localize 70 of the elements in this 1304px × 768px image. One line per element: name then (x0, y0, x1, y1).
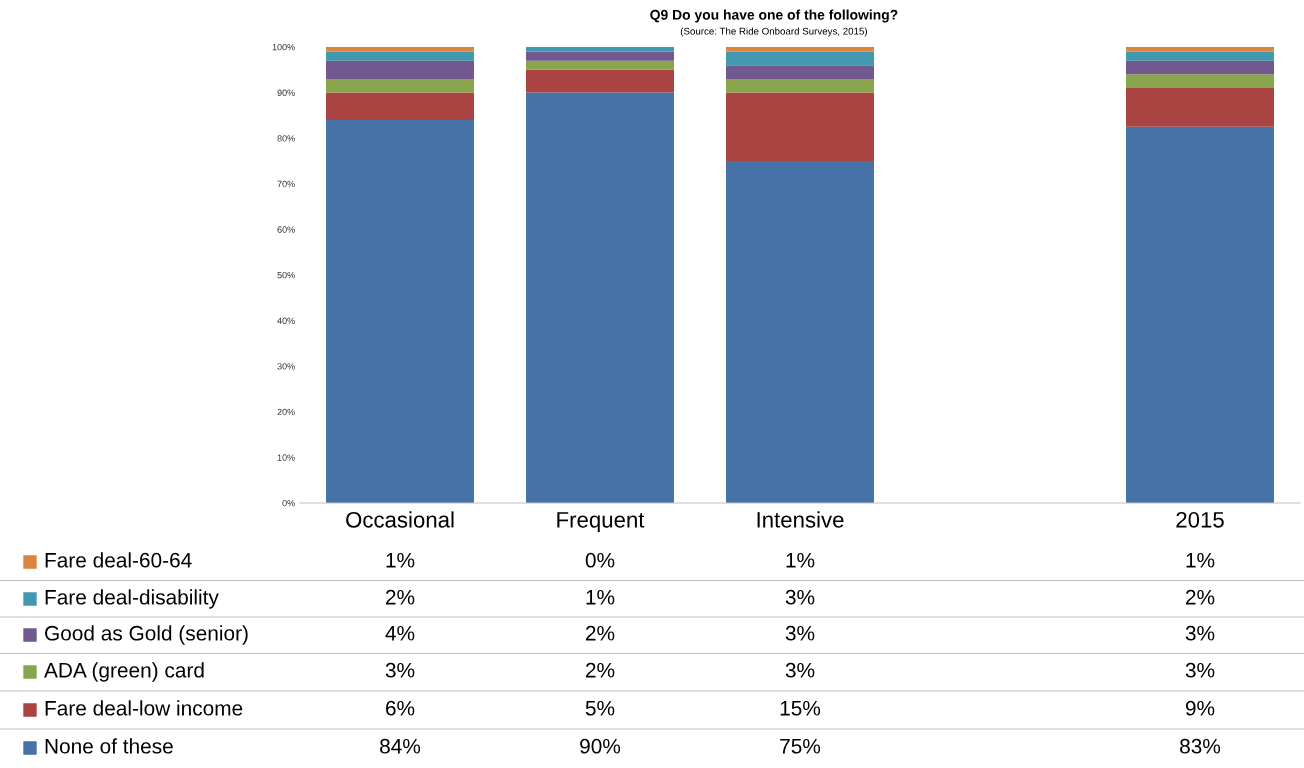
data-label: 0% (585, 552, 615, 568)
bar (726, 65, 874, 79)
data-label: 15% (780, 700, 821, 716)
data-label: 2% (385, 589, 415, 605)
y-tick-label: 50% (277, 271, 295, 279)
bar (726, 78, 874, 93)
y-tick-label: 0% (282, 499, 295, 507)
y-tick-label: 40% (277, 317, 295, 324)
bar (526, 47, 674, 52)
legend-label: Good as Gold (senior) (45, 625, 248, 645)
data-label: 3% (785, 625, 815, 641)
x-tick-label: Intensive (757, 511, 844, 528)
bar (1126, 47, 1274, 52)
bar (326, 51, 474, 61)
y-tick-label: 10% (277, 454, 295, 461)
data-label: 3% (1185, 625, 1215, 641)
bar (326, 78, 474, 93)
bar (1126, 60, 1274, 75)
y-tick-label: 60% (277, 226, 295, 233)
data-label: 5% (585, 700, 615, 716)
legend-label: Fare deal-disability (45, 589, 219, 609)
x-tick-label: Frequent (557, 512, 645, 533)
bar (526, 60, 674, 70)
data-label: 2% (1185, 589, 1215, 605)
data-label: 9% (1185, 700, 1215, 716)
data-label: 1% (786, 552, 815, 568)
bar (726, 161, 874, 503)
data-label: 84% (380, 738, 421, 754)
bar (726, 92, 874, 161)
data-label: 1% (386, 552, 415, 568)
bar (526, 92, 674, 503)
x-tick-label: Occasional (346, 511, 454, 528)
y-tick-label: 80% (277, 135, 295, 142)
bar (526, 51, 674, 61)
data-label: 3% (385, 662, 415, 678)
chart-title: Q9 Do you have one of the following? (650, 9, 898, 23)
bar (1126, 74, 1274, 89)
bar (726, 51, 874, 66)
chart-subtitle: (Source: The Ride Onboard Surveys, 2015) (680, 27, 867, 37)
bar (1126, 88, 1274, 127)
bar (726, 47, 874, 52)
y-tick-label: 100% (272, 43, 295, 51)
data-label: 90% (580, 738, 621, 754)
y-tick-label: 20% (277, 408, 295, 416)
y-tick-label: 70% (277, 180, 295, 188)
x-tick-label: 2015 (1176, 511, 1224, 528)
data-label: 6% (386, 700, 415, 716)
data-label: 2% (585, 625, 615, 641)
y-tick-label: 30% (277, 363, 295, 370)
bar (1126, 51, 1274, 61)
data-label: 1% (586, 589, 615, 605)
bar (326, 60, 474, 79)
legend-label: Fare deal-60-64 (45, 552, 192, 568)
bar (526, 69, 674, 93)
data-label: 3% (785, 589, 815, 605)
data-label: 3% (1185, 662, 1215, 678)
bar (326, 92, 474, 120)
data-label: 75% (780, 738, 821, 754)
bar (326, 47, 474, 52)
data-label: 1% (1186, 552, 1215, 568)
bar (1126, 126, 1274, 503)
legend-label: None of these (45, 738, 173, 754)
data-label: 3% (785, 662, 815, 678)
bar (326, 119, 474, 503)
data-label: 83% (1180, 738, 1221, 754)
legend-label: Fare deal-low income (45, 700, 243, 716)
data-label: 2% (585, 662, 615, 678)
legend-label: ADA (green) card (44, 662, 204, 682)
data-label: 4% (385, 625, 415, 641)
y-tick-label: 90% (277, 89, 295, 96)
